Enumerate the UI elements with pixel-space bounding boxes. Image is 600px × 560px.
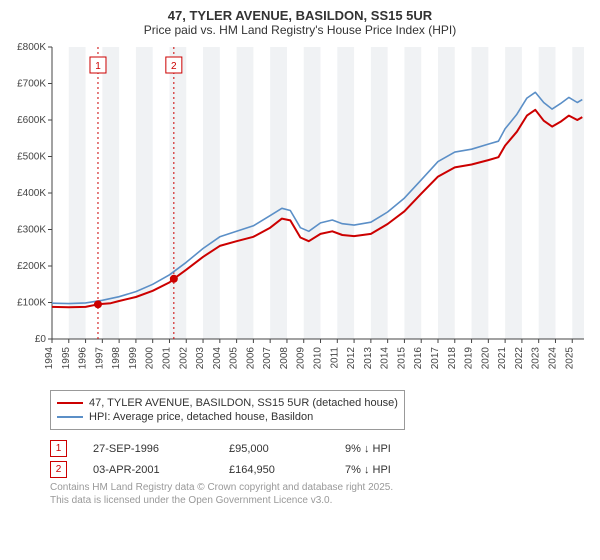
- sale-event-delta: 7% ↓ HPI: [345, 464, 391, 476]
- sale-event-marker: 2: [50, 461, 67, 478]
- x-tick-label: 2011: [329, 347, 340, 369]
- sale-marker-number: 2: [171, 61, 177, 72]
- legend-row-price_paid: 47, TYLER AVENUE, BASILDON, SS15 5UR (de…: [57, 397, 398, 409]
- y-tick-label: £800K: [17, 42, 46, 53]
- x-tick-label: 2022: [514, 347, 525, 370]
- x-tick-label: 2006: [245, 347, 256, 370]
- y-tick-label: £0: [35, 334, 47, 345]
- x-tick-label: 2001: [161, 347, 172, 370]
- grid-band: [69, 47, 86, 339]
- x-tick-label: 1995: [61, 347, 72, 370]
- grid-band: [237, 47, 254, 339]
- y-tick-label: £600K: [17, 115, 46, 126]
- credit-text: Contains HM Land Registry data © Crown c…: [50, 482, 580, 507]
- y-tick-label: £200K: [17, 261, 46, 272]
- legend-label: HPI: Average price, detached house, Basi…: [89, 411, 313, 423]
- x-tick-label: 2017: [430, 347, 441, 370]
- x-tick-label: 2010: [313, 347, 324, 370]
- chart-plot: £0 £100K £200K £300K £400K £500K £600K £700K £80…: [10, 41, 590, 384]
- chart-container: 47, TYLER AVENUE, BASILDON, SS15 5UR Pri…: [0, 0, 600, 517]
- legend-label: 47, TYLER AVENUE, BASILDON, SS15 5UR (de…: [89, 397, 398, 409]
- legend-swatch: [57, 402, 83, 404]
- sale-event-delta: 9% ↓ HPI: [345, 443, 391, 455]
- x-tick-label: 2009: [296, 347, 307, 370]
- sale-event-row: 2 03-APR-2001 £164,950 7% ↓ HPI: [50, 461, 580, 478]
- grid-band: [337, 47, 354, 339]
- grid-band: [505, 47, 522, 339]
- grid-band: [203, 47, 220, 339]
- sale-events-table: 1 27-SEP-1996 £95,000 9% ↓ HPI 2 03-APR-2001 £…: [50, 440, 580, 478]
- x-tick-label: 2000: [145, 347, 156, 370]
- grid-band: [304, 47, 321, 339]
- sale-event-date: 27-SEP-1996: [93, 443, 203, 455]
- x-tick-label: 2024: [547, 347, 558, 370]
- x-tick-label: 2003: [195, 347, 206, 370]
- x-tick-label: 2020: [480, 347, 491, 370]
- chart-svg: £0 £100K £200K £300K £400K £500K £600K £700K £80…: [10, 41, 590, 381]
- sale-marker-number: 1: [95, 61, 101, 72]
- chart-titles: 47, TYLER AVENUE, BASILDON, SS15 5UR Pri…: [10, 8, 590, 37]
- below-chart: 47, TYLER AVENUE, BASILDON, SS15 5UR (de…: [10, 384, 590, 513]
- grid-band: [169, 47, 186, 339]
- x-tick-label: 1996: [78, 347, 89, 370]
- sale-event-date: 03-APR-2001: [93, 464, 203, 476]
- y-tick-label: £700K: [17, 79, 46, 90]
- chart-title-sub: Price paid vs. HM Land Registry's House …: [10, 23, 590, 37]
- sale-event-price: £164,950: [229, 464, 319, 476]
- grid-band: [270, 47, 287, 339]
- grid-band: [438, 47, 455, 339]
- grid-band: [472, 47, 489, 339]
- legend-box: 47, TYLER AVENUE, BASILDON, SS15 5UR (de…: [50, 390, 405, 430]
- x-tick-label: 2008: [279, 347, 290, 370]
- credit-line-1: Contains HM Land Registry data © Crown c…: [50, 482, 393, 493]
- grid-band: [371, 47, 388, 339]
- x-tick-label: 1998: [111, 347, 122, 370]
- x-tick-label: 1997: [94, 347, 105, 370]
- credit-line-2: This data is licensed under the Open Gov…: [50, 495, 332, 506]
- chart-title-main: 47, TYLER AVENUE, BASILDON, SS15 5UR: [10, 8, 590, 23]
- y-tick-label: £500K: [17, 152, 46, 163]
- x-tick-label: 2019: [464, 347, 475, 370]
- grid-band: [539, 47, 556, 339]
- y-tick-label: £300K: [17, 225, 46, 236]
- legend-row-hpi: HPI: Average price, detached house, Basi…: [57, 411, 398, 423]
- x-tick-label: 2012: [346, 347, 357, 370]
- y-tick-label: £100K: [17, 298, 46, 309]
- x-tick-label: 1994: [44, 347, 55, 370]
- grid-band: [404, 47, 421, 339]
- x-tick-label: 2007: [262, 347, 273, 370]
- sale-marker-dot: [170, 275, 178, 283]
- x-tick-label: 2015: [396, 347, 407, 370]
- grid-band: [102, 47, 119, 339]
- x-tick-label: 2002: [178, 347, 189, 370]
- legend-swatch: [57, 416, 83, 418]
- x-tick-label: 1999: [128, 347, 139, 370]
- x-tick-label: 2023: [531, 347, 542, 370]
- sale-event-row: 1 27-SEP-1996 £95,000 9% ↓ HPI: [50, 440, 580, 457]
- x-tick-label: 2018: [447, 347, 458, 370]
- y-tick-label: £400K: [17, 188, 46, 199]
- x-tick-label: 2025: [564, 347, 575, 370]
- x-tick-label: 2014: [380, 347, 391, 370]
- sale-event-marker: 1: [50, 440, 67, 457]
- x-tick-label: 2013: [363, 347, 374, 370]
- x-tick-label: 2005: [229, 347, 240, 370]
- sale-marker-dot: [94, 300, 102, 308]
- x-tick-label: 2021: [497, 347, 508, 370]
- sale-event-price: £95,000: [229, 443, 319, 455]
- grid-band: [572, 47, 584, 339]
- x-tick-label: 2004: [212, 347, 223, 370]
- x-tick-label: 2016: [413, 347, 424, 370]
